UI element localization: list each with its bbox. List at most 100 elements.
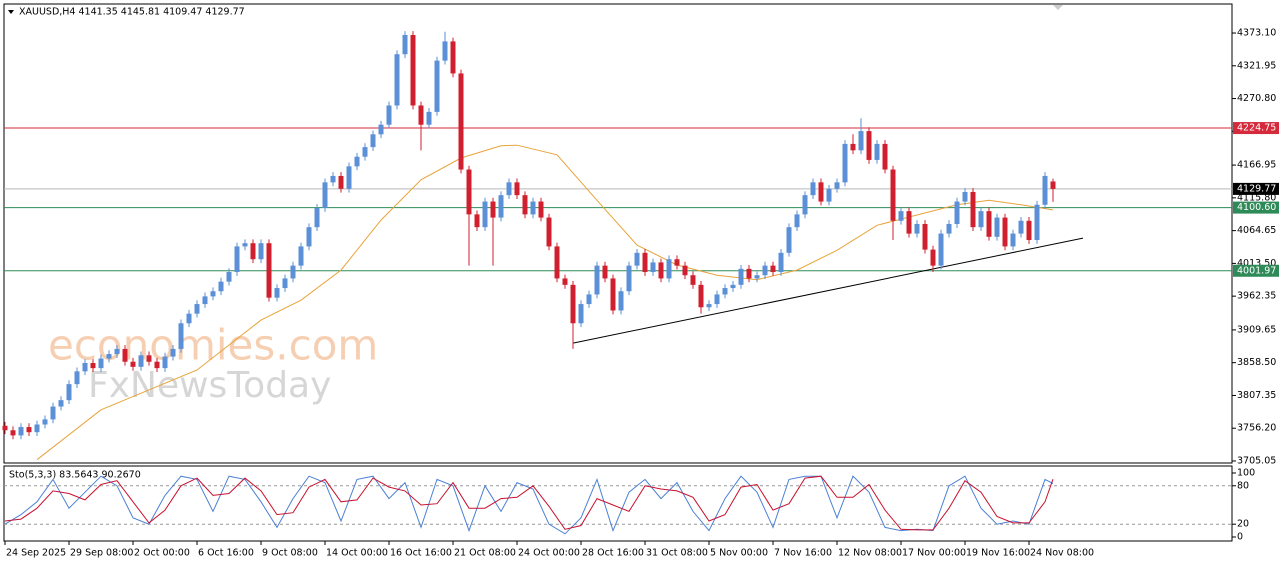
candle-body [26,427,32,433]
candle-body [330,175,336,183]
candle-body [578,304,584,324]
x-tick-label: 2 Oct 00:00 [134,548,190,559]
candle-body [986,211,992,237]
candle-body [98,358,104,369]
candle-body [282,278,288,289]
candle-body [642,252,648,273]
candle-body [906,211,912,234]
x-tick-label: 5 Nov 00:00 [710,548,768,559]
candle-body [194,304,200,314]
candle-body [882,143,888,170]
candle-body [162,356,168,369]
candle-body [866,131,872,160]
shift-marker [1053,5,1063,10]
candle-body [826,188,832,202]
candle-body [242,243,248,247]
candle-body [386,105,392,125]
y-tick-label: 4321.95 [1237,60,1276,71]
candle-body [466,169,472,215]
y-tick-label: 3756.20 [1237,423,1276,434]
candle-body [634,252,640,266]
candle-body [82,363,88,372]
candle-body [426,111,432,125]
x-tick-label: 12 Nov 08:00 [838,548,902,559]
candle-body [90,363,96,369]
candle-body [106,354,112,359]
stoch-title: Sto(5,3,3) 83.5643 90.2670 [9,470,141,481]
candle-body [770,265,776,273]
candle-body [346,166,352,189]
candle-body [962,191,968,202]
candle-body [794,214,800,228]
candle-body [338,175,344,189]
candle-body [186,313,192,324]
candle-body [298,246,304,266]
candle-body [546,217,552,247]
candle-body [898,211,904,221]
candle-body [50,406,56,420]
level-line-label: 4001.97 [1237,265,1276,276]
candle-body [1002,217,1008,247]
candle-body [850,143,856,151]
candle-body [594,265,600,295]
candle-body [538,201,544,218]
y-tick-label: 3962.35 [1237,291,1276,302]
candle-body [66,384,72,401]
candle-body [778,252,784,273]
candle-body [42,419,48,425]
candle-body [730,284,736,289]
candle-body [890,169,896,221]
candle-body [874,143,880,160]
candle-body [650,262,656,273]
candle-body [114,348,120,355]
candle-body [754,275,760,279]
candle-body [674,259,680,266]
y-tick-label: 4064.65 [1237,225,1276,236]
candle-body [738,268,744,285]
level-line-label: 4100.60 [1237,202,1276,213]
y-tick-label: 4166.95 [1237,160,1276,171]
candle-body [522,195,528,215]
candle-body [810,182,816,196]
candle-body [786,227,792,253]
candle-body [914,223,920,234]
candle-body [474,214,480,228]
candle-body [306,227,312,247]
y-tick-label: 4013.50 [1237,258,1276,269]
candle-body [322,182,328,208]
candle-body [610,278,616,311]
candle-body [698,284,704,308]
x-tick-label: 28 Oct 16:00 [582,548,644,559]
candle-body [506,182,512,196]
candle-body [514,182,520,196]
current-price-line-box [1233,182,1279,195]
candle-body [266,243,272,298]
candle-body [170,348,176,357]
x-tick-label: 29 Sep 08:00 [70,548,133,559]
candle-body [2,425,8,431]
candle-body [138,355,144,367]
menu-arrow[interactable] [8,10,14,14]
candle-body [954,201,960,224]
candle-body [586,294,592,305]
candle-body [482,201,488,228]
candle-body [250,243,256,260]
y-tick-label: 3705.05 [1237,455,1276,466]
x-tick-label: 14 Oct 00:00 [326,548,388,559]
candle-body [994,217,1000,237]
level-line-box [1233,201,1279,214]
watermark-sub: FxNewsToday [88,365,331,406]
candle-body [378,124,384,135]
candle-body [146,355,152,362]
candle-body [434,60,440,112]
candle-body [362,147,368,157]
y-tick-label: 3909.65 [1237,324,1276,335]
y-tick-label: 4270.80 [1237,93,1276,104]
candle-body [258,243,264,260]
x-tick-label: 24 Oct 00:00 [518,548,580,559]
candle-body [1050,181,1056,189]
stoch-tick-label: 100 [1237,467,1255,478]
stoch-tick-label: 80 [1237,480,1249,491]
candle-body [802,195,808,215]
